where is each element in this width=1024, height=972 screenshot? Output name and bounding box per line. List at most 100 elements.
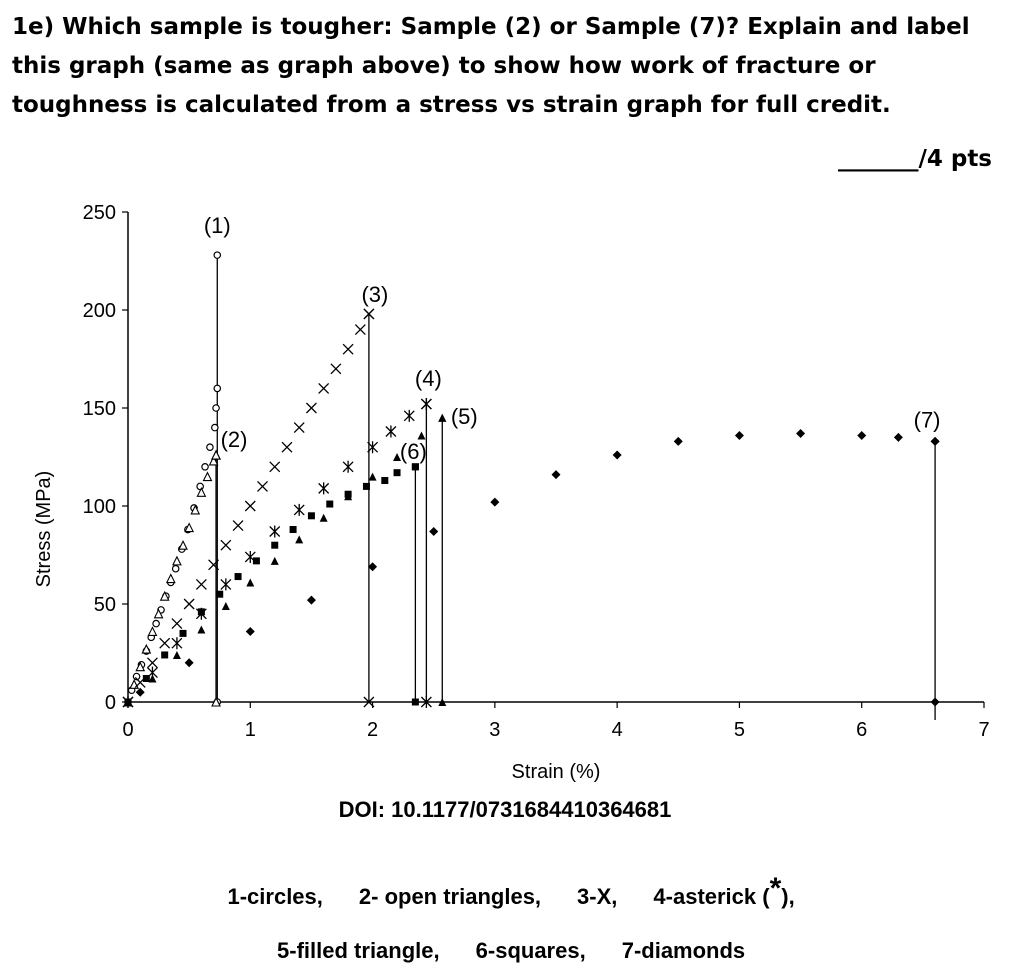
data-point-diamond [857, 430, 867, 440]
question-text: 1e) Which sample is tougher: Sample (2) … [12, 14, 970, 118]
data-point-open-triangle [165, 573, 176, 584]
data-point-filled-triangle [368, 472, 377, 481]
data-point-filled-triangle [221, 601, 230, 610]
data-point-open-triangle [202, 471, 213, 482]
data-point-square [234, 573, 242, 581]
data-point-circle [213, 251, 222, 259]
data-point-filled-triangle [438, 698, 447, 706]
data-point-x [244, 500, 256, 512]
data-point-diamond [135, 687, 145, 697]
data-point-square [161, 651, 169, 659]
data-point-circle [212, 404, 220, 412]
data-point-x [159, 637, 171, 649]
data-point-filled-triangle [393, 453, 402, 461]
points-value: /4 pts [918, 146, 992, 172]
y-tick-label: 0 [105, 692, 116, 714]
legend-item-6: 6-squares, [475, 938, 586, 963]
data-point-open-triangle [172, 555, 182, 566]
data-point-filled-triangle [246, 578, 255, 587]
data-point-circle [206, 443, 214, 452]
data-point-asterisk [420, 696, 432, 708]
data-point-square [381, 477, 389, 485]
data-point-diamond [551, 470, 561, 480]
asterisk-glyph: * [769, 871, 782, 905]
series-label: (2) [221, 427, 248, 452]
data-point-diamond [673, 436, 683, 446]
data-point-diamond [893, 432, 903, 442]
legend-line-2: 5-filled triangle, 6-squares, 7-diamonds [0, 912, 1010, 964]
data-point-x [318, 382, 330, 394]
data-point-square [344, 490, 352, 498]
data-point-filled-triangle [148, 674, 157, 683]
legend-item-7: 7-diamonds [621, 938, 746, 963]
data-point-circle [171, 564, 180, 573]
x-tick-label: 4 [612, 719, 623, 741]
data-point-circle [132, 672, 141, 681]
points-blank[interactable]: _______ [837, 146, 919, 172]
data-point-x [220, 539, 232, 551]
points-label: _______/4 pts [838, 146, 992, 172]
series-label: (5) [451, 404, 478, 429]
data-point-x [330, 363, 342, 375]
data-point-open-triangle [129, 679, 140, 689]
data-point-filled-triangle [197, 625, 206, 634]
data-point-circle [196, 482, 204, 491]
series-label: (6) [400, 439, 427, 464]
series-label: (4) [415, 366, 442, 391]
data-point-x [293, 422, 305, 434]
data-point-asterisk [420, 398, 432, 411]
data-point-open-triangle [153, 608, 164, 619]
x-tick-label: 6 [856, 719, 867, 741]
data-point-open-triangle [208, 455, 219, 466]
x-tick-label: 7 [978, 719, 989, 741]
data-point-square [289, 526, 297, 534]
data-point-square [326, 500, 334, 508]
data-point-circle [213, 384, 222, 393]
y-tick-label: 150 [83, 398, 116, 420]
y-axis-label: Stress (MPa) [33, 471, 55, 588]
y-tick-label: 50 [94, 594, 116, 616]
data-point-open-triangle [178, 539, 188, 550]
data-point-diamond [612, 450, 622, 460]
data-point-x [363, 696, 375, 708]
data-point-x [342, 343, 354, 355]
chart-axes: 0 1 2 3 4 5 6 7 0 50 100 150 200 250 [83, 202, 990, 741]
legend-item-1: 1-circles, [227, 884, 323, 909]
data-point-open-triangle [184, 522, 195, 533]
data-point-asterisk [293, 503, 305, 516]
y-tick-label: 250 [83, 202, 116, 224]
y-tick-label: 100 [83, 496, 116, 518]
legend-item-4-text: 4-asterick ( [653, 884, 770, 909]
data-point-square [271, 541, 279, 549]
data-point-x [183, 598, 195, 610]
data-point-x [363, 308, 375, 320]
data-point-x [208, 559, 220, 571]
data-point-diamond [930, 697, 940, 707]
data-point-open-triangle [190, 504, 201, 515]
data-point-x [354, 324, 366, 336]
data-point-circle [152, 619, 160, 628]
data-point-filled-triangle [319, 513, 328, 522]
data-point-asterisk [385, 425, 397, 438]
data-point-asterisk [220, 578, 232, 591]
fracture-drop-lines [215, 255, 936, 720]
series-label: (7) [914, 407, 941, 432]
data-point-diamond [796, 428, 806, 438]
data-point-x [269, 461, 281, 473]
series-labels: (1) (2) (3) (4) (5) (6) (7) [204, 213, 941, 464]
series-label: (3) [361, 282, 388, 307]
data-point-open-triangle [159, 590, 170, 601]
data-point-filled-triangle [417, 431, 426, 440]
doi-text: DOI: 10.1177/0731684410364681 [338, 797, 672, 822]
data-point-open-triangle [147, 626, 158, 636]
x-tick-label: 2 [367, 719, 378, 741]
series-label: (1) [204, 213, 231, 238]
chart-marks [122, 251, 940, 708]
y-tick-label: 200 [83, 300, 116, 322]
data-point-square [142, 674, 150, 682]
data-point-diamond [184, 658, 194, 668]
data-point-square [307, 512, 315, 520]
data-point-x [281, 441, 293, 453]
data-point-x [257, 480, 268, 492]
legend-item-5: 5-filled triangle, [277, 938, 440, 963]
